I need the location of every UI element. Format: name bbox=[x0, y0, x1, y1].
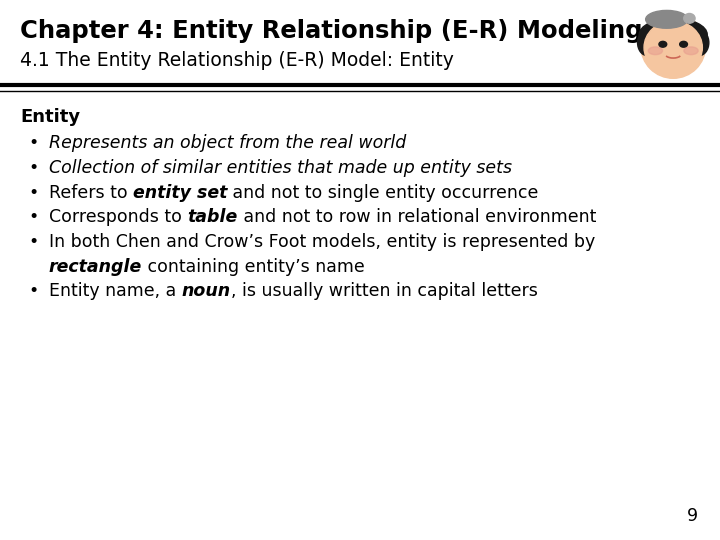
Text: entity set: entity set bbox=[133, 184, 228, 201]
Text: In both Chen and Crow’s Foot models, entity is represented by: In both Chen and Crow’s Foot models, ent… bbox=[49, 233, 595, 251]
Text: •: • bbox=[29, 233, 39, 251]
Text: containing entity’s name: containing entity’s name bbox=[143, 258, 365, 276]
Text: •: • bbox=[29, 208, 39, 226]
Text: 4.1 The Entity Relationship (E-R) Model: Entity: 4.1 The Entity Relationship (E-R) Model:… bbox=[20, 51, 454, 70]
Ellipse shape bbox=[641, 14, 706, 78]
Text: •: • bbox=[29, 184, 39, 201]
Text: and not to single entity occurrence: and not to single entity occurrence bbox=[228, 184, 539, 201]
Text: Represents an object from the real world: Represents an object from the real world bbox=[49, 134, 406, 152]
Text: Chapter 4: Entity Relationship (E-R) Modeling: Chapter 4: Entity Relationship (E-R) Mod… bbox=[20, 19, 643, 43]
Ellipse shape bbox=[690, 30, 709, 56]
Ellipse shape bbox=[646, 10, 688, 28]
Text: Entity: Entity bbox=[20, 108, 81, 126]
Ellipse shape bbox=[684, 14, 695, 23]
Text: •: • bbox=[29, 134, 39, 152]
Text: and not to row in relational environment: and not to row in relational environment bbox=[238, 208, 596, 226]
Text: table: table bbox=[187, 208, 238, 226]
Text: •: • bbox=[29, 159, 39, 177]
Text: noun: noun bbox=[181, 282, 231, 300]
Ellipse shape bbox=[638, 30, 657, 56]
Ellipse shape bbox=[639, 18, 707, 51]
Ellipse shape bbox=[659, 42, 667, 47]
Ellipse shape bbox=[680, 42, 688, 47]
Ellipse shape bbox=[684, 47, 698, 55]
Ellipse shape bbox=[644, 21, 703, 74]
Text: Corresponds to: Corresponds to bbox=[49, 208, 187, 226]
Ellipse shape bbox=[648, 47, 662, 55]
Text: Refers to: Refers to bbox=[49, 184, 133, 201]
Text: , is usually written in capital letters: , is usually written in capital letters bbox=[231, 282, 538, 300]
Text: •: • bbox=[29, 282, 39, 300]
Text: Entity name, a: Entity name, a bbox=[49, 282, 181, 300]
Text: rectangle: rectangle bbox=[49, 258, 143, 276]
Text: 9: 9 bbox=[688, 507, 698, 525]
Text: Collection of similar entities that made up entity sets: Collection of similar entities that made… bbox=[49, 159, 512, 177]
